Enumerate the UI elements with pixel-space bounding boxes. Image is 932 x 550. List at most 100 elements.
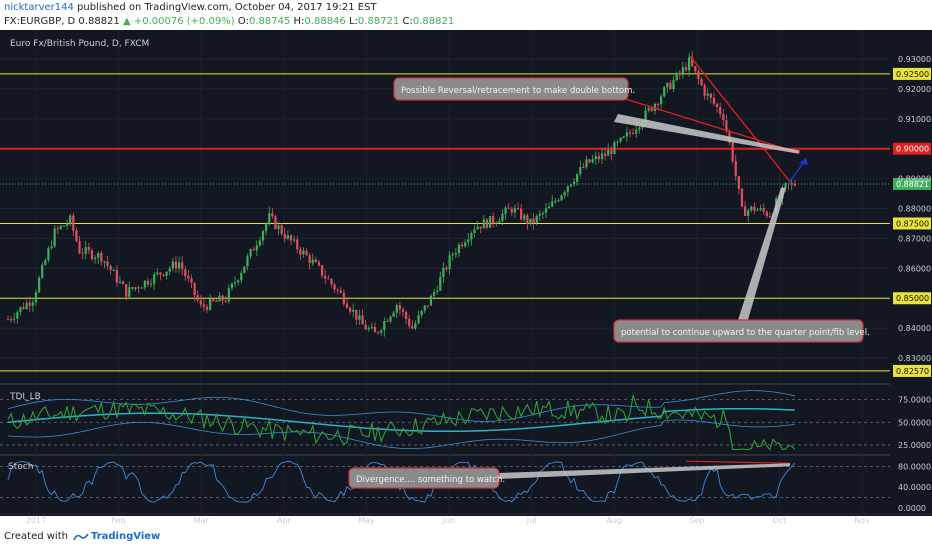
- candle-body: [97, 252, 100, 258]
- candle-body: [100, 252, 103, 262]
- candle-body: [165, 271, 168, 276]
- candle-body: [460, 244, 464, 247]
- author-link[interactable]: nicktarver144: [4, 2, 74, 13]
- candle-body: [118, 281, 122, 283]
- candle-body: [616, 141, 619, 143]
- candle-body: [373, 327, 377, 333]
- candle-body: [209, 298, 212, 310]
- projection-arrow: [787, 160, 806, 185]
- candle-body: [398, 305, 401, 310]
- candle-body: [784, 183, 787, 188]
- candle-body: [286, 235, 289, 239]
- x-tick-label: Mar: [194, 516, 210, 525]
- candle-body: [389, 316, 392, 322]
- annotation-divergence: Divergence.... something to watch.: [356, 475, 505, 485]
- candle-body: [143, 280, 146, 288]
- candle-body: [622, 136, 625, 138]
- candle-body: [759, 208, 762, 210]
- candle-body: [404, 311, 408, 319]
- candle-body: [482, 219, 485, 229]
- candle-body: [19, 307, 22, 313]
- candle-body: [706, 93, 709, 96]
- candle-body: [597, 156, 600, 160]
- tradingview-link[interactable]: TradingView: [90, 531, 161, 542]
- candle-body: [520, 208, 523, 220]
- candle-body: [202, 304, 206, 307]
- y-tick-label: 0.86000: [898, 264, 931, 273]
- chart-canvas[interactable]: 0.92500 0.90000 0.87500 0.85000 0.82570 0.888…: [0, 30, 932, 528]
- candle-body: [694, 66, 697, 72]
- candle-body: [417, 315, 420, 324]
- candle-body: [289, 235, 293, 241]
- candle-body: [619, 137, 622, 142]
- level-tag: [893, 292, 931, 305]
- tdi-lower-band: [7, 419, 795, 449]
- candle-body: [712, 97, 716, 104]
- candle-body: [87, 247, 90, 251]
- candle-body: [106, 261, 109, 266]
- candle-body: [750, 206, 753, 211]
- candle-body: [740, 188, 744, 207]
- candle-body: [261, 231, 265, 241]
- candle-body: [756, 209, 759, 211]
- candle-body: [243, 266, 246, 273]
- y-tick-label: 0.89000: [898, 175, 931, 184]
- candle-body: [697, 71, 700, 80]
- candle-body: [793, 183, 796, 186]
- close-value: 0.88821: [412, 16, 455, 27]
- y-tick-label: 0.87000: [898, 234, 931, 243]
- candle-body: [361, 315, 364, 325]
- stoch-title: Stoch: [8, 462, 33, 472]
- candle-body: [790, 183, 793, 185]
- x-tick-label: Apr: [277, 516, 292, 525]
- candle-body: [41, 264, 44, 278]
- candle-body: [305, 250, 308, 256]
- price-candles: [6, 51, 796, 337]
- candle-body: [376, 332, 380, 334]
- candle-body: [479, 226, 482, 229]
- candle-body: [302, 250, 305, 255]
- annotation-pointer: [498, 463, 790, 479]
- candle-body: [588, 159, 591, 163]
- candle-body: [268, 213, 271, 224]
- candle-body: [265, 223, 268, 232]
- candle-body: [103, 261, 106, 263]
- candle-body: [131, 286, 134, 289]
- candle-body: [324, 275, 327, 279]
- candle-body: [69, 215, 72, 224]
- candle-body: [548, 206, 551, 209]
- candle-body: [432, 291, 436, 296]
- candle-body: [613, 141, 616, 155]
- candle-body: [467, 239, 470, 243]
- candle-body: [700, 79, 703, 86]
- candle-body: [563, 192, 566, 196]
- y-tick-label: 0.88000: [898, 205, 931, 214]
- level-tag: [893, 364, 931, 377]
- trend-line: [689, 55, 791, 182]
- candle-body: [78, 240, 81, 254]
- candle-body: [737, 175, 740, 189]
- candle-body: [53, 228, 56, 247]
- annotation-pointer: [614, 114, 800, 154]
- candle-body: [451, 254, 454, 256]
- candle-body: [538, 213, 541, 216]
- candle-body: [551, 201, 554, 207]
- candle-body: [28, 302, 31, 306]
- candle-body: [678, 72, 681, 74]
- y-tick-label: 0.93000: [898, 55, 931, 64]
- trend-line: [611, 94, 801, 154]
- candle-body: [495, 222, 498, 224]
- candle-body: [367, 328, 370, 330]
- candle-body: [283, 233, 286, 239]
- candle-body: [401, 309, 405, 312]
- candle-body: [535, 215, 538, 223]
- tdi-base-line: [7, 407, 795, 433]
- candle-body: [672, 80, 675, 90]
- candle-body: [72, 215, 75, 231]
- stoch-lines: 80.0000 40.0000 0.0000: [0, 460, 931, 513]
- footer: Created with TradingView: [4, 531, 161, 542]
- level-tag: [893, 67, 931, 80]
- candle-body: [656, 103, 660, 105]
- candle-body: [544, 208, 548, 213]
- candle-body: [199, 300, 202, 305]
